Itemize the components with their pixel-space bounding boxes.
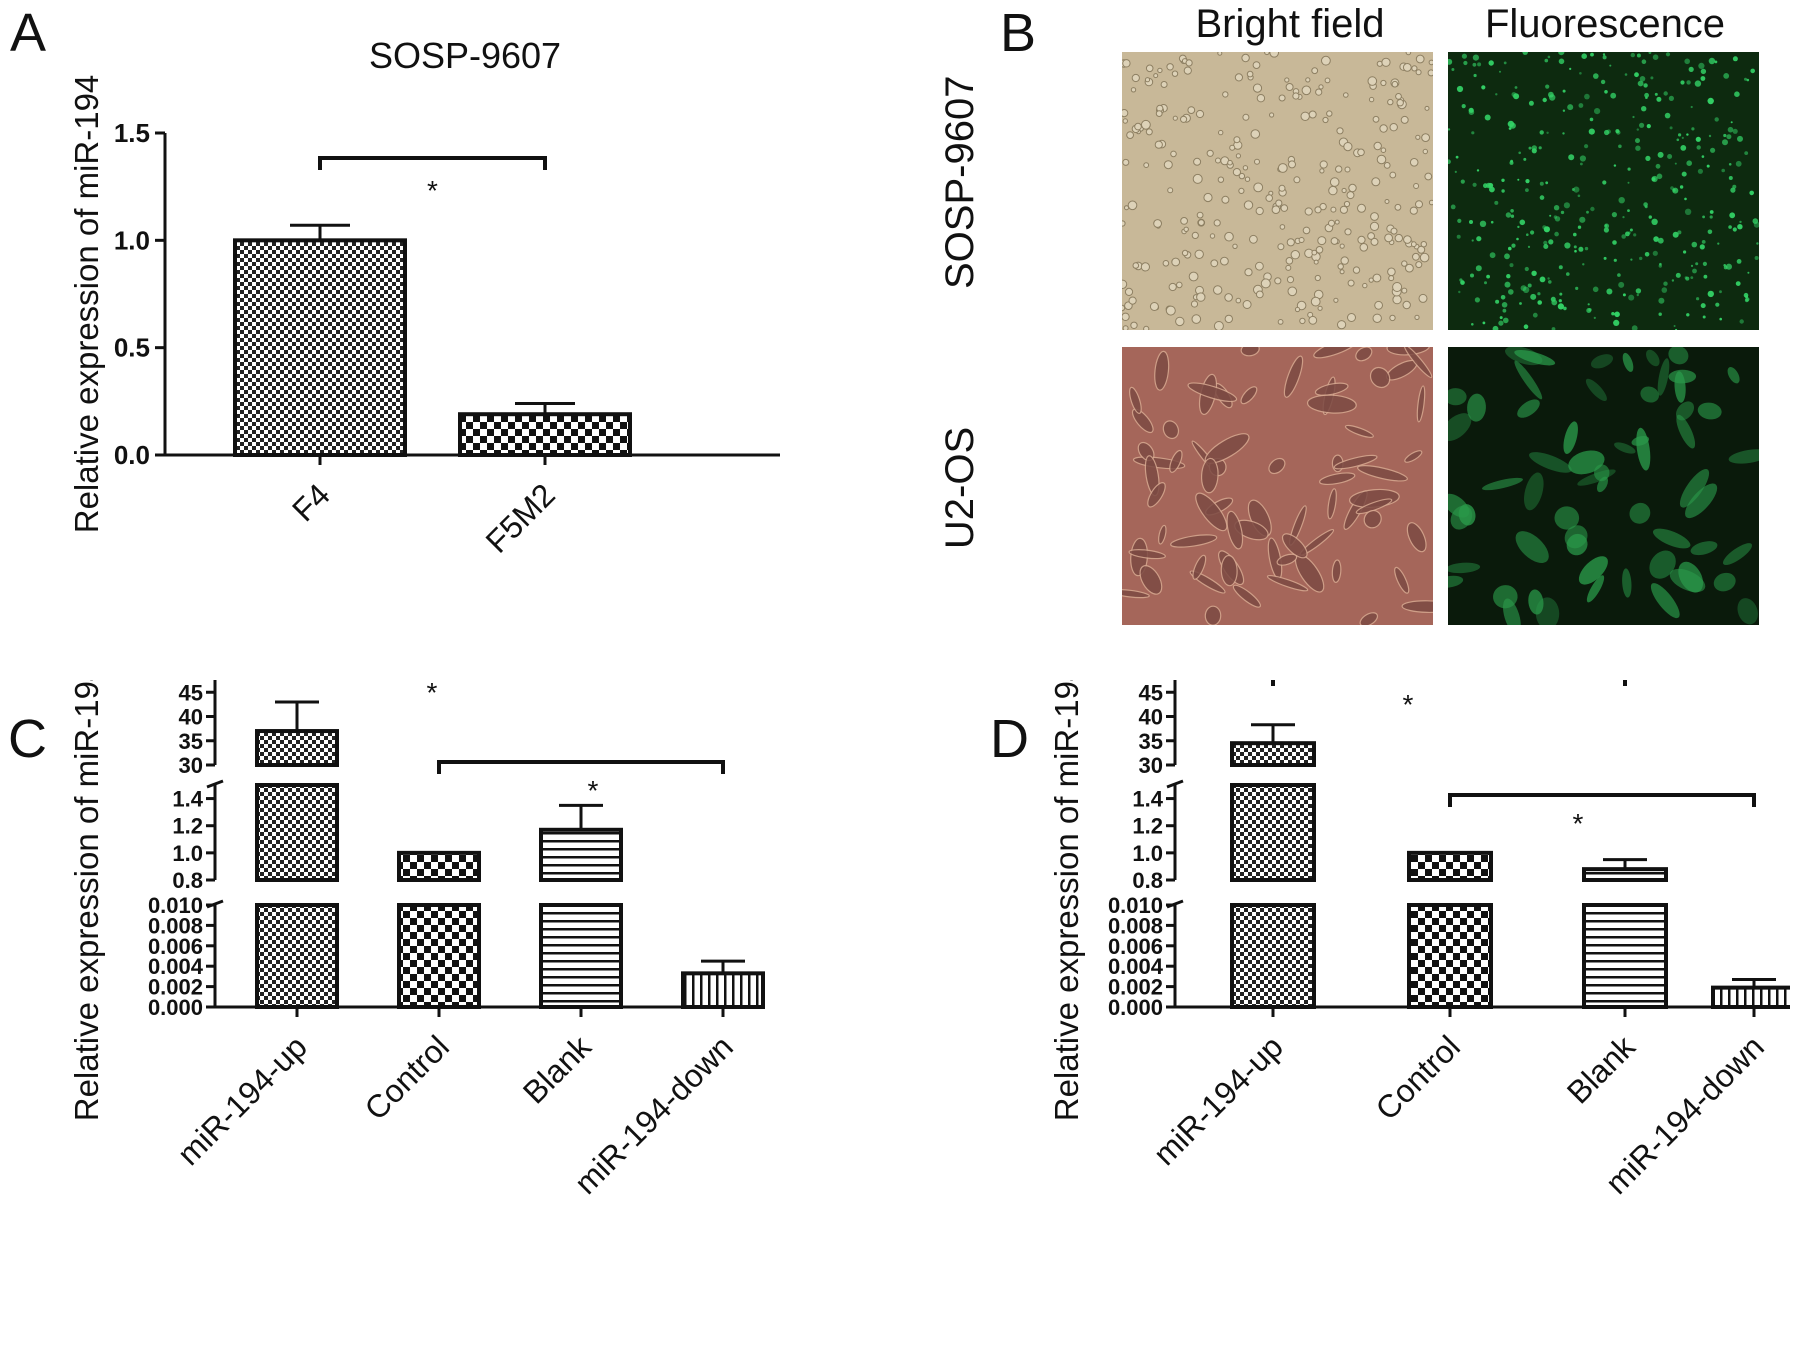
column-header-bright-field: Bright field [1195, 2, 1385, 46]
bar-mir-194-down-segment-0 [1711, 985, 1790, 1009]
panel-label-d: D [990, 709, 1029, 769]
y-tick-label-0-5: 0.010 [1108, 893, 1163, 918]
y-tick-label-0-1: 0.002 [148, 975, 203, 1000]
row-label-u2-os: U2-OS [938, 426, 982, 550]
fluorescence-u2os-image [1448, 347, 1759, 625]
x-tick-label-control: Control [1369, 1028, 1467, 1126]
bar-mir-194-up-segment-2 [1230, 741, 1316, 767]
panel-label-c: C [8, 709, 47, 769]
y-axis-label: Relative expression of miR-194 [68, 680, 105, 1121]
significance-label-1: * [588, 775, 599, 806]
y-tick-label-1-3: 1.4 [172, 787, 203, 812]
y-tick-label-0: 0.0 [114, 440, 150, 470]
y-tick-label-0-2: 0.004 [1108, 954, 1164, 979]
chart-title: SOSP-9607 [369, 35, 561, 76]
y-tick-label-1-0: 0.8 [1132, 868, 1163, 893]
y-tick-label-2-2: 40 [179, 705, 203, 730]
y-tick-label-1-1: 1.0 [1132, 841, 1163, 866]
panel-label-b: B [1000, 3, 1037, 63]
y-tick-label-2-4: 50 [1139, 680, 1163, 681]
x-tick-label-f4: F4 [285, 476, 337, 528]
y-tick-label-0-3: 0.006 [1108, 934, 1163, 959]
y-tick-label-3: 1.5 [114, 118, 150, 148]
y-axis-label: Relative expression of miR-194 [68, 75, 105, 534]
bar-control-segment-1 [1407, 850, 1493, 883]
x-tick-label-mir-194-up: miR-194-up [170, 1028, 314, 1172]
bar-f4 [233, 238, 407, 457]
y-tick-label-0-4: 0.008 [1108, 913, 1163, 938]
significance-bracket-0 [1271, 680, 1627, 686]
y-tick-label-2-4: 50 [179, 680, 203, 681]
y-tick-label-0-1: 0.002 [1108, 975, 1163, 1000]
x-tick-label-f5m2: F5M2 [479, 476, 562, 559]
bar-f5m2 [458, 412, 632, 458]
y-tick-label-1-1: 1.0 [172, 841, 203, 866]
axis-break-0 [206, 899, 224, 909]
y-tick-label-1-3: 1.4 [1132, 787, 1163, 812]
x-tick-label-control: Control [358, 1028, 456, 1126]
chart-a: SOSP-9607 Relative expression of miR-194 0… [68, 35, 780, 560]
axis-break-0 [1166, 899, 1184, 909]
bar-mir-194-down-segment-0 [681, 971, 765, 1009]
y-tick-label-2-3: 45 [1139, 680, 1163, 705]
bar-blank-segment-0 [539, 903, 623, 1009]
bar-mir-194-up-segment-1 [255, 783, 339, 882]
bar-mir-194-up-segment-0 [1230, 903, 1316, 1009]
bar-blank-segment-1 [539, 827, 623, 883]
x-tick-label-blank: Blank [1560, 1028, 1643, 1111]
axis-break-1 [1166, 779, 1184, 789]
significance-label-0: * [427, 680, 438, 708]
y-tick-label-0-5: 0.010 [148, 893, 203, 918]
y-tick-label-0-0: 0.000 [1108, 995, 1163, 1020]
significance-bracket-1 [1448, 793, 1756, 807]
y-tick-label-1: 0.5 [114, 333, 150, 363]
y-tick-label-2-3: 45 [179, 680, 203, 705]
bar-control-segment-0 [1407, 903, 1493, 1009]
bar-blank-segment-1 [1582, 867, 1668, 882]
y-tick-label-2-1: 35 [1139, 729, 1163, 754]
significance-bracket-1 [437, 760, 725, 774]
y-tick-label-2-0: 30 [1139, 753, 1163, 778]
y-axis-label: Relative expression of miR-194 [1048, 680, 1085, 1121]
y-tick-label-0-2: 0.004 [148, 954, 204, 979]
y-tick-label-2: 1.0 [114, 225, 150, 255]
column-header-fluorescence: Fluorescence [1484, 2, 1726, 46]
bar-blank-segment-0 [1582, 903, 1668, 1009]
significance-label-0: * [1403, 689, 1414, 720]
bar-mir-194-up-segment-0 [255, 903, 339, 1009]
significance-label-1: * [1573, 808, 1584, 839]
significance-label: * [427, 175, 438, 206]
y-tick-label-2-1: 35 [179, 729, 203, 754]
axis-break-1 [206, 779, 224, 789]
fluorescence-sosp-image [1448, 52, 1759, 330]
panel-label-a: A [10, 3, 47, 63]
bright-field-u2os-image [1122, 347, 1433, 625]
bar-control-segment-1 [397, 850, 481, 883]
y-tick-label-2-0: 30 [179, 753, 203, 778]
y-tick-label-2-2: 40 [1139, 705, 1163, 730]
bright-field-sosp-image [1122, 52, 1433, 330]
bar-mir-194-up-segment-1 [1230, 783, 1316, 882]
row-label-sosp-9607: SOSP-9607 [938, 75, 982, 289]
y-tick-label-1-2: 1.2 [1132, 814, 1163, 839]
y-tick-label-1-0: 0.8 [172, 868, 203, 893]
y-tick-label-0-3: 0.006 [148, 934, 203, 959]
x-tick-label-mir-194-up: miR-194-up [1146, 1028, 1290, 1172]
y-tick-label-1-2: 1.2 [172, 814, 203, 839]
y-tick-label-0-0: 0.000 [148, 995, 203, 1020]
bar-control-segment-0 [397, 903, 481, 1009]
x-tick-label-blank: Blank [516, 1028, 599, 1111]
bar-mir-194-up-segment-2 [255, 729, 339, 767]
y-tick-label-0-4: 0.008 [148, 913, 203, 938]
significance-bracket [318, 156, 547, 170]
